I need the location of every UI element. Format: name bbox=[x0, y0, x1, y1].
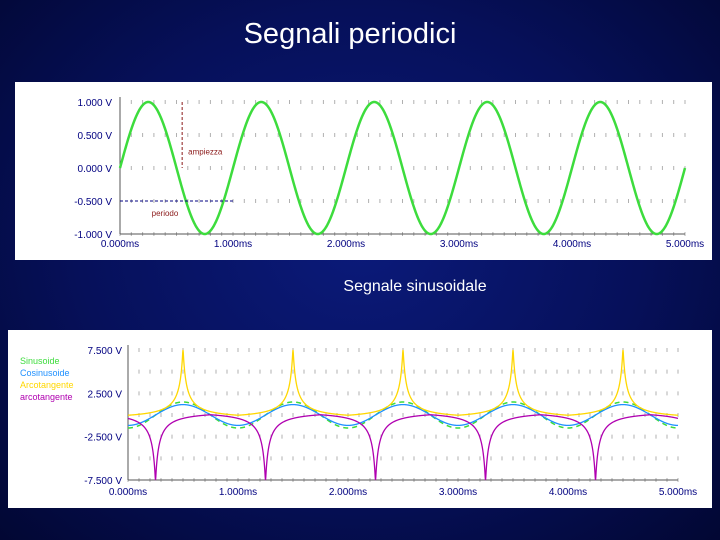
series-arcotangente bbox=[127, 349, 679, 416]
legend-entry: Cosinusoide bbox=[20, 368, 70, 378]
x-tick-label: 2.000ms bbox=[329, 487, 367, 498]
sine-chart-series bbox=[118, 100, 687, 236]
x-tick-label: 1.000ms bbox=[214, 239, 252, 250]
x-tick-label: 3.000ms bbox=[440, 239, 478, 250]
sine-chart: 1.000 V 0.500 V 0.000 V -0.500 V -1.000 V0.0… bbox=[74, 97, 704, 250]
y-tick-label: -1.000 V bbox=[74, 230, 112, 241]
series-cosinusoide bbox=[128, 403, 678, 427]
legend-entry: Sinusoide bbox=[20, 356, 60, 366]
y-tick-label: 2.500 V bbox=[88, 389, 123, 400]
y-tick-label: 7.500 V bbox=[88, 346, 123, 357]
x-tick-label: 0.000ms bbox=[109, 487, 147, 498]
y-tick-label: 1.000 V bbox=[78, 98, 113, 109]
x-tick-label: 1.000ms bbox=[219, 487, 257, 498]
amplitude-label: ampiezza bbox=[188, 148, 223, 157]
x-tick-label: 5.000ms bbox=[659, 487, 697, 498]
y-tick-label: 0.000 V bbox=[78, 164, 113, 175]
multi-signal-chart-axes: 7.500 V 2.500 V -2.500 V -7.500 V0.000ms 1.0… bbox=[84, 345, 697, 498]
legend-entry: Arcotangente bbox=[20, 380, 74, 390]
sine-chart-axes: 1.000 V 0.500 V 0.000 V -0.500 V -1.000 V0.0… bbox=[74, 97, 704, 250]
x-tick-label: 0.000ms bbox=[101, 239, 139, 250]
period-label: periodo bbox=[152, 209, 179, 218]
x-tick-label: 3.000ms bbox=[439, 487, 477, 498]
y-tick-label: -7.500 V bbox=[84, 476, 122, 487]
y-tick-label: -0.500 V bbox=[74, 197, 112, 208]
series-sinusoide bbox=[128, 401, 678, 429]
x-tick-label: 2.000ms bbox=[327, 239, 365, 250]
multi-signal-chart-series bbox=[127, 349, 679, 481]
x-tick-label: 5.000ms bbox=[666, 239, 704, 250]
sine-chart-annotations: ampiezza periodo bbox=[120, 102, 233, 218]
x-tick-label: 4.000ms bbox=[549, 487, 587, 498]
legend-entry: arcotangente bbox=[20, 392, 73, 402]
multi-signal-chart-panel: Sinusoide Cosinusoide Arcotangente arcotang… bbox=[8, 330, 712, 508]
y-tick-label: 0.500 V bbox=[78, 131, 113, 142]
chart-legend: Sinusoide Cosinusoide Arcotangente arcotang… bbox=[20, 356, 74, 402]
x-tick-label: 4.000ms bbox=[553, 239, 591, 250]
slide-subtitle: Segnale sinusoidale bbox=[343, 278, 487, 295]
slide-title: Segnali periodici bbox=[243, 18, 457, 50]
series-arcotangente-2 bbox=[127, 414, 679, 481]
sine-chart-panel: 1.000 V 0.500 V 0.000 V -0.500 V -1.000 V 0.0… bbox=[15, 82, 712, 260]
sine-series-line bbox=[118, 100, 687, 236]
multi-signal-chart: Sinusoide Cosinusoide Arcotangente arcotang… bbox=[20, 345, 697, 498]
y-tick-label: -2.500 V bbox=[84, 433, 122, 444]
